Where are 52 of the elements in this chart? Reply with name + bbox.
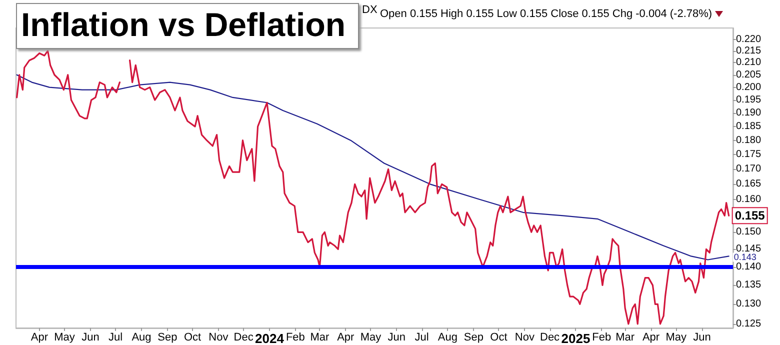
line-series	[16, 74, 730, 260]
y-tick-label: 0.165	[736, 178, 762, 190]
y-tick-label: 0.145	[736, 244, 762, 255]
y-tick-label: 0.195	[736, 94, 762, 106]
x-tick-label: Jun	[693, 332, 711, 344]
y-tick-label: 0.125	[736, 318, 762, 330]
y-tick-label: 0.150	[736, 226, 762, 238]
x-tick-label: Feb	[286, 332, 305, 344]
y-tick-label: 0.175	[736, 149, 762, 160]
x-tick-label: Oct	[490, 332, 508, 344]
x-tick-label: 2024	[255, 331, 285, 345]
x-tick-label: Oct	[184, 332, 202, 344]
y-tick-label: 0.215	[736, 45, 762, 56]
y-tick-label: 0.130	[736, 298, 762, 310]
x-tick-label: 2025	[561, 331, 590, 345]
y-tick-label: 0.160	[736, 194, 762, 206]
y-tick-label: 0.170	[736, 164, 762, 175]
y-tick-label: 0.205	[736, 69, 762, 80]
x-tick-label: Apr	[30, 332, 48, 344]
x-tick-label: Dec	[540, 332, 560, 344]
y-tick-label: 0.135	[736, 280, 762, 291]
chart-title: Inflation vs Deflation	[16, 3, 359, 49]
x-tick-label: Nov	[208, 332, 229, 344]
x-tick-label: Sep	[464, 332, 484, 344]
x-tick-label: Aug	[132, 332, 152, 344]
x-tick-label: Mar	[616, 332, 635, 344]
x-tick-label: Apr	[642, 332, 660, 344]
x-tick-label: May	[54, 332, 76, 344]
y-tick-label: 0.220	[736, 34, 762, 45]
data-label: 0.155	[734, 208, 766, 223]
x-tick-label: Feb	[592, 332, 612, 344]
y-tick-label: 0.180	[736, 134, 762, 146]
y-tick-label: 0.200	[736, 82, 762, 93]
x-tick-label: Nov	[514, 332, 535, 344]
x-tick-label: Dec	[234, 332, 254, 344]
y-tick-label: 0.185	[736, 121, 762, 132]
text: DX	[362, 4, 378, 16]
x-tick-label: May	[360, 332, 382, 344]
x-tick-label: Jun	[388, 332, 406, 344]
y-tick-label: 0.140	[736, 261, 762, 272]
x-tick-label: Aug	[438, 332, 458, 344]
data-label: 0.143	[734, 252, 756, 262]
x-tick-label: Sep	[158, 332, 178, 344]
x-tick-label: Jun	[82, 332, 100, 344]
x-tick-label: Mar	[310, 332, 330, 344]
x-tick-label: May	[666, 332, 687, 344]
x-tick-label: Jul	[108, 332, 123, 344]
text: Open 0.155 High 0.155 Low 0.155 Close 0.155 Chg -0.004 (-2.78%)	[380, 8, 714, 20]
y-tick-label: 0.210	[736, 57, 762, 68]
y-tick-label: 0.190	[736, 108, 762, 119]
x-tick-label: Jul	[414, 332, 429, 344]
x-tick-label: Apr	[337, 332, 355, 344]
